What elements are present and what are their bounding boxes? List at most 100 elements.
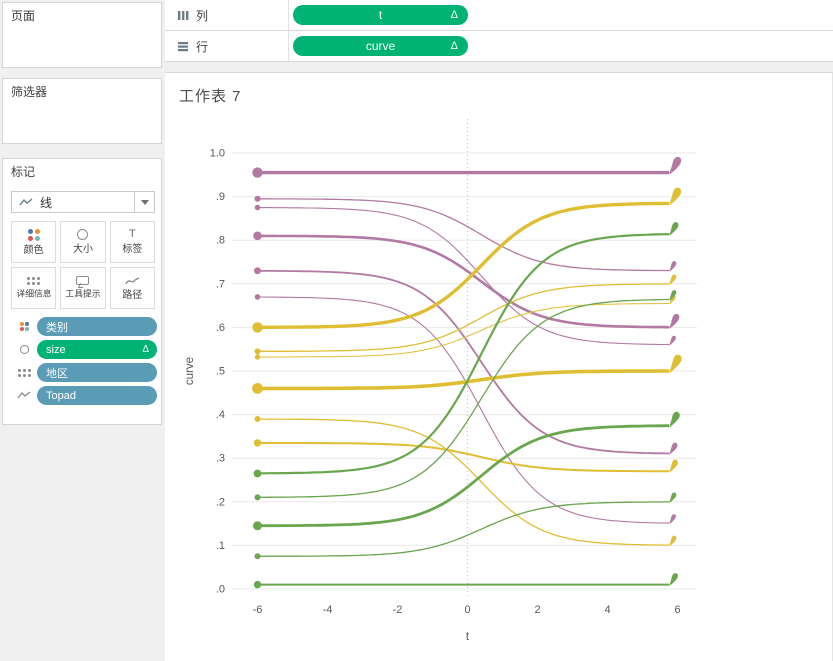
curve-start-dot[interactable] [252,383,263,394]
pill-size[interactable]: size Δ [37,340,157,359]
pill-t-label: t [378,8,383,22]
filters-shelf-title: 筛选器 [11,85,48,99]
curve-start-dot[interactable] [254,553,261,560]
curve-end-teardrop[interactable] [669,156,682,175]
mark-type-dropdown[interactable]: 线 [11,191,155,213]
rows-shelf-label-area: 行 [165,31,289,61]
x-tick-label: 0 [464,604,470,616]
pill-topad-label: Topad [46,389,76,402]
curve-end-teardrop[interactable] [669,573,678,586]
curve-end-teardrop[interactable] [669,313,680,329]
curve-start-dot[interactable] [254,354,261,360]
pill-topad[interactable]: Topad [37,386,157,405]
curve-start-dot[interactable] [254,204,261,211]
curve-line[interactable] [257,298,670,498]
x-tick-label: 2 [534,604,540,616]
curve-line[interactable] [257,207,670,346]
curve-line[interactable] [257,442,670,473]
curve-start-dot[interactable] [253,521,262,531]
curve-start-dot[interactable] [253,439,262,447]
curve-end-teardrop[interactable] [669,535,677,546]
curve-line[interactable] [257,424,670,528]
curve-end-teardrop[interactable] [669,442,678,455]
curve-end-teardrop[interactable] [669,290,677,301]
pill-curve[interactable]: curve Δ [293,36,468,56]
curve-end-teardrop[interactable] [669,411,680,427]
curve-start-dot[interactable] [252,322,263,333]
label-button[interactable]: T 标签 [109,221,155,263]
curve-start-dot[interactable] [253,231,262,241]
curve-line[interactable] [257,234,670,329]
curve-end-teardrop[interactable] [669,492,677,503]
curve-line[interactable] [257,369,670,391]
curve-end-teardrop[interactable] [669,274,677,285]
bump-chart[interactable]: .0 .1 .2 .3 .4 .5 .6 .7 .8 .9 1.0 -6 -4 -2 0 2 4 6 t curve [165,73,833,661]
marks-pill-list: 类别 size Δ 地区 [11,317,157,405]
curve-line[interactable] [257,269,670,455]
line-mark-icon [19,198,33,206]
delta-icon: Δ [142,344,149,355]
curve-start-dot[interactable] [252,167,263,178]
detail-icon [27,276,41,285]
curve-line[interactable] [257,303,670,358]
pill-row-path: Topad [11,386,157,405]
pill-t[interactable]: t Δ [293,5,468,25]
curve-start-dot[interactable] [254,195,261,202]
pill-row-size: size Δ [11,340,157,359]
x-tick-label: 6 [674,604,680,616]
x-tick-label: -6 [253,604,263,616]
color-button[interactable]: 颜色 [11,221,57,263]
curve-line[interactable] [257,233,670,475]
pill-row-color: 类别 [11,317,157,336]
label-button-label: 标签 [122,244,143,255]
curve-start-dot[interactable] [253,469,262,478]
y-tick-label: .6 [216,322,225,334]
rows-icon [178,41,188,51]
size-button[interactable]: 大小 [60,221,106,263]
curve-line[interactable] [257,201,670,329]
tooltip-icon [76,276,90,285]
curve-end-teardrop[interactable] [669,335,676,346]
curve-start-dot[interactable] [253,580,262,589]
rows-shelf[interactable]: 行 curve Δ [165,31,833,62]
detail-button-label: 详细信息 [16,289,52,299]
curve-end-teardrop[interactable] [669,459,678,473]
x-axis-title: t [466,631,470,643]
curve-line[interactable] [257,296,670,524]
curve-start-dot[interactable] [254,267,261,275]
filters-shelf[interactable]: 筛选器 [2,78,162,144]
curve-start-dot[interactable] [254,294,261,300]
mark-type-value: 线 [40,195,53,210]
pages-shelf-title: 页面 [11,9,36,23]
pill-region[interactable]: 地区 [37,363,157,382]
y-tick-label: .5 [216,366,225,378]
curve-end-teardrop[interactable] [669,354,682,373]
columns-shelf-label-area: 列 [165,0,289,30]
pill-category[interactable]: 类别 [37,317,157,336]
tooltip-button[interactable]: 工具提示 [60,267,106,309]
curve-line[interactable] [257,198,670,272]
color-button-label: 颜色 [23,244,44,256]
curve-end-teardrop[interactable] [669,222,679,236]
pages-shelf[interactable]: 页面 [2,2,162,68]
curve-start-dot[interactable] [254,416,261,422]
rows-shelf-body[interactable]: curve Δ [289,31,833,61]
detail-button[interactable]: 详细信息 [11,267,57,309]
curve-end-teardrop[interactable] [669,187,682,205]
curve-line[interactable] [257,418,670,546]
curve-end-teardrop[interactable] [669,294,676,305]
curve-end-teardrop[interactable] [669,514,676,524]
columns-shelf-body[interactable]: t Δ [289,0,833,30]
y-tick-label: .3 [216,453,225,465]
path-button[interactable]: 路径 [109,267,155,309]
curve-line[interactable] [257,501,670,557]
x-tick-label: -4 [323,604,333,616]
curve-line[interactable] [257,283,670,352]
curve-start-dot[interactable] [254,348,261,355]
curve-start-dot[interactable] [254,494,261,501]
columns-shelf[interactable]: 列 t Δ [165,0,833,31]
mark-type-dropdown-button[interactable] [134,192,154,212]
curve-end-teardrop[interactable] [669,261,677,272]
pill-size-label: size [46,343,66,356]
